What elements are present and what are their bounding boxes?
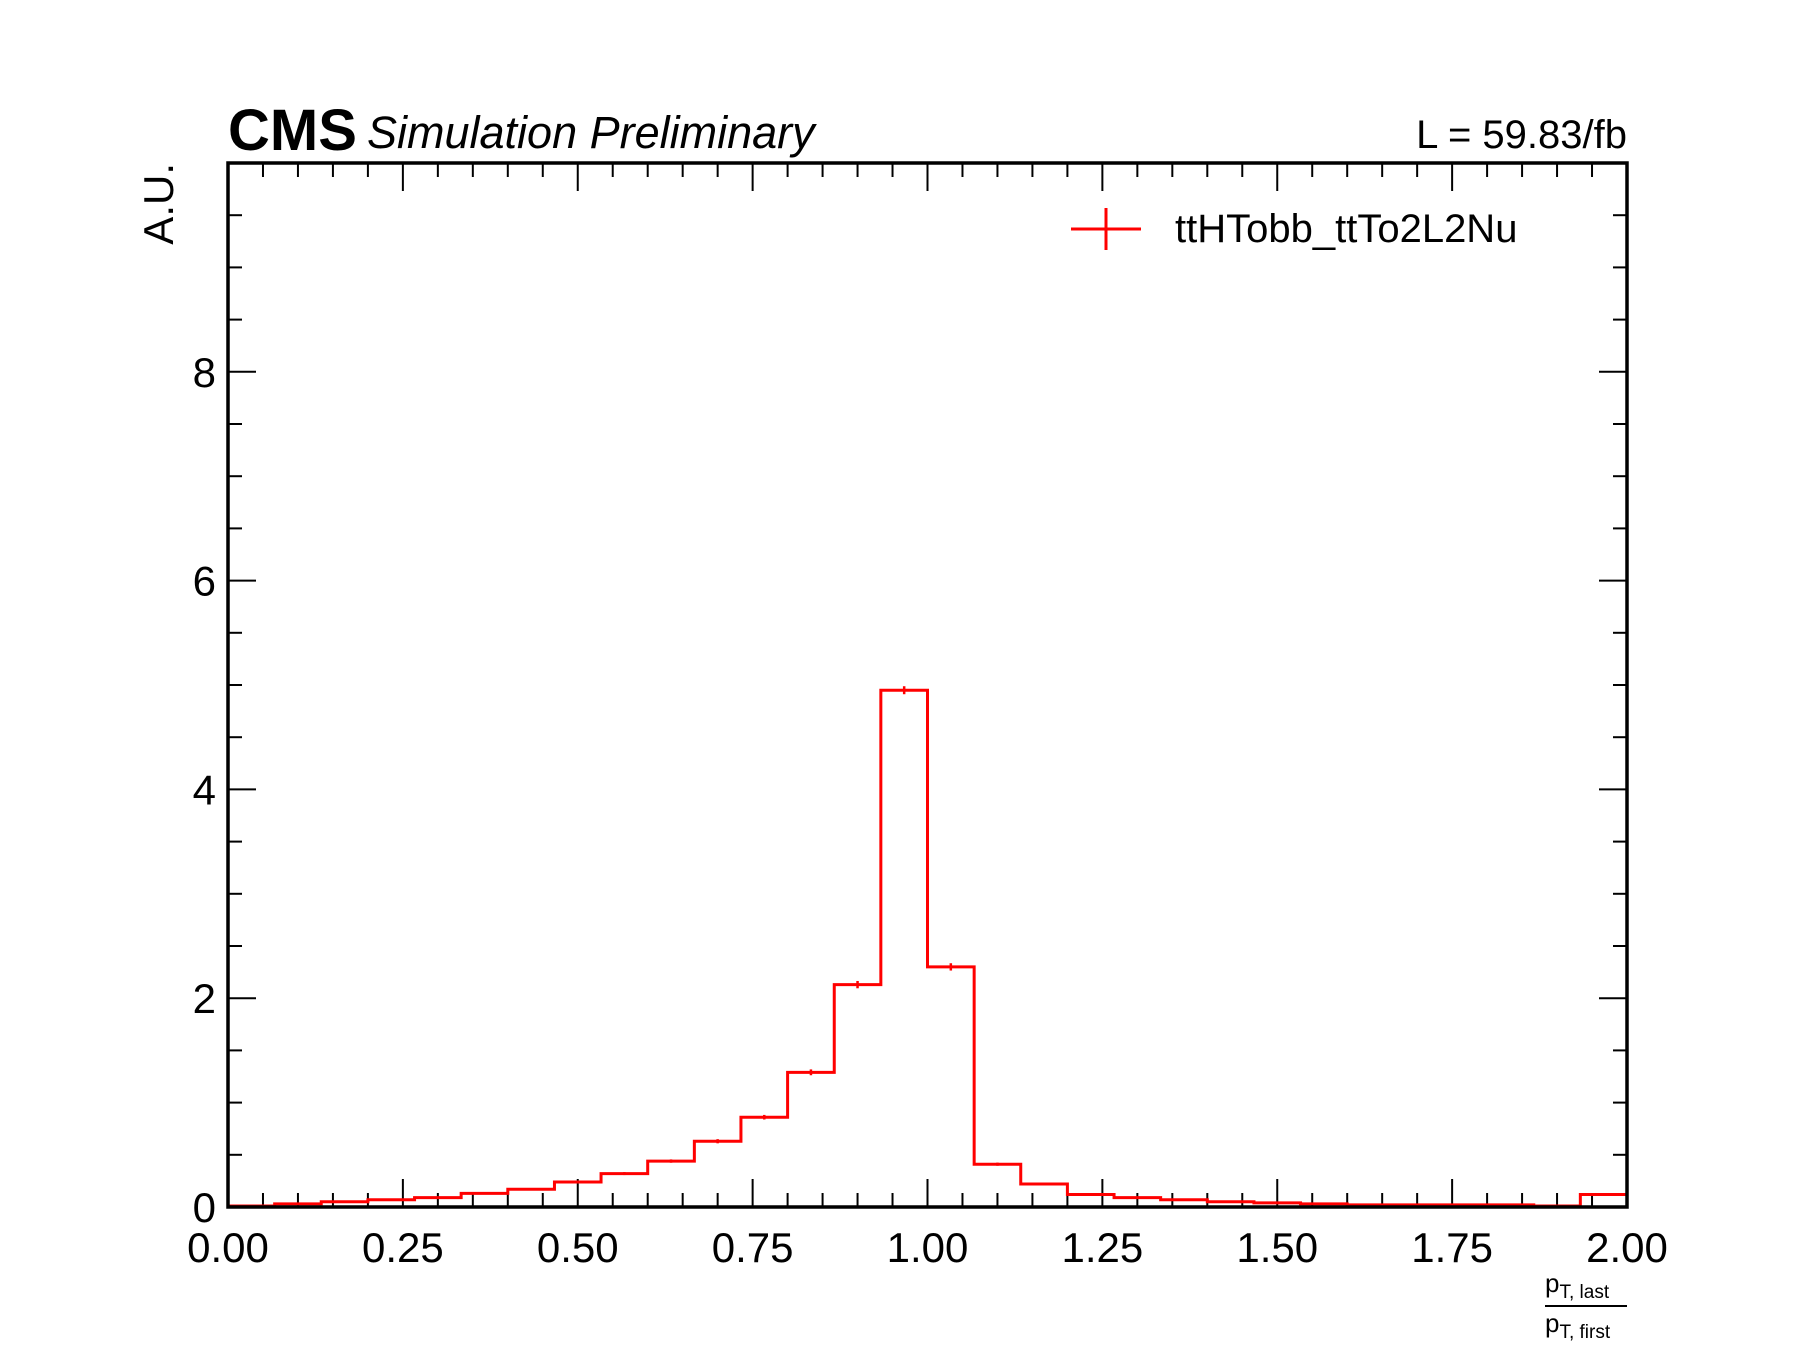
x-tick-label: 0.00 [187,1224,269,1271]
x-tick-label: 1.50 [1236,1224,1318,1271]
x-tick-label: 1.25 [1062,1224,1144,1271]
legend: ttHTobb_ttTo2L2Nu [1071,207,1517,251]
y-tick-label: 4 [193,766,216,813]
x-tick-label: 0.75 [712,1224,794,1271]
y-tick-label: 8 [193,349,216,396]
x-axis-label: pT, last pT, first [1545,1268,1627,1343]
x-tick-label: 1.75 [1411,1224,1493,1271]
axis-tick-labels: 0.00 0.25 0.50 0.75 1.00 1.25 1.50 1.75 2.00 0 2 4 6… [187,349,1668,1271]
x-label-denominator: pT, first [1545,1308,1611,1343]
y-tick-label: 6 [193,558,216,605]
x-tick-label: 0.25 [362,1224,444,1271]
y-tick-label: 0 [193,1184,216,1231]
x-tick-label: 1.00 [887,1224,969,1271]
status-label: Simulation Preliminary [367,107,817,158]
y-axis-label: A.U. [135,163,182,245]
experiment-label: CMS [228,98,357,163]
x-tick-label: 0.50 [537,1224,619,1271]
histogram-series-line [226,688,1629,1208]
luminosity-label: L = 59.83/fb [1416,113,1627,157]
legend-entry-label: ttHTobb_ttTo2L2Nu [1175,207,1517,251]
plot-frame [226,161,1629,1209]
x-label-numerator: pT, last [1545,1268,1610,1303]
x-tick-label: 2.00 [1586,1224,1668,1271]
y-tick-label: 2 [193,975,216,1022]
axis-ticks [227,162,1628,1208]
